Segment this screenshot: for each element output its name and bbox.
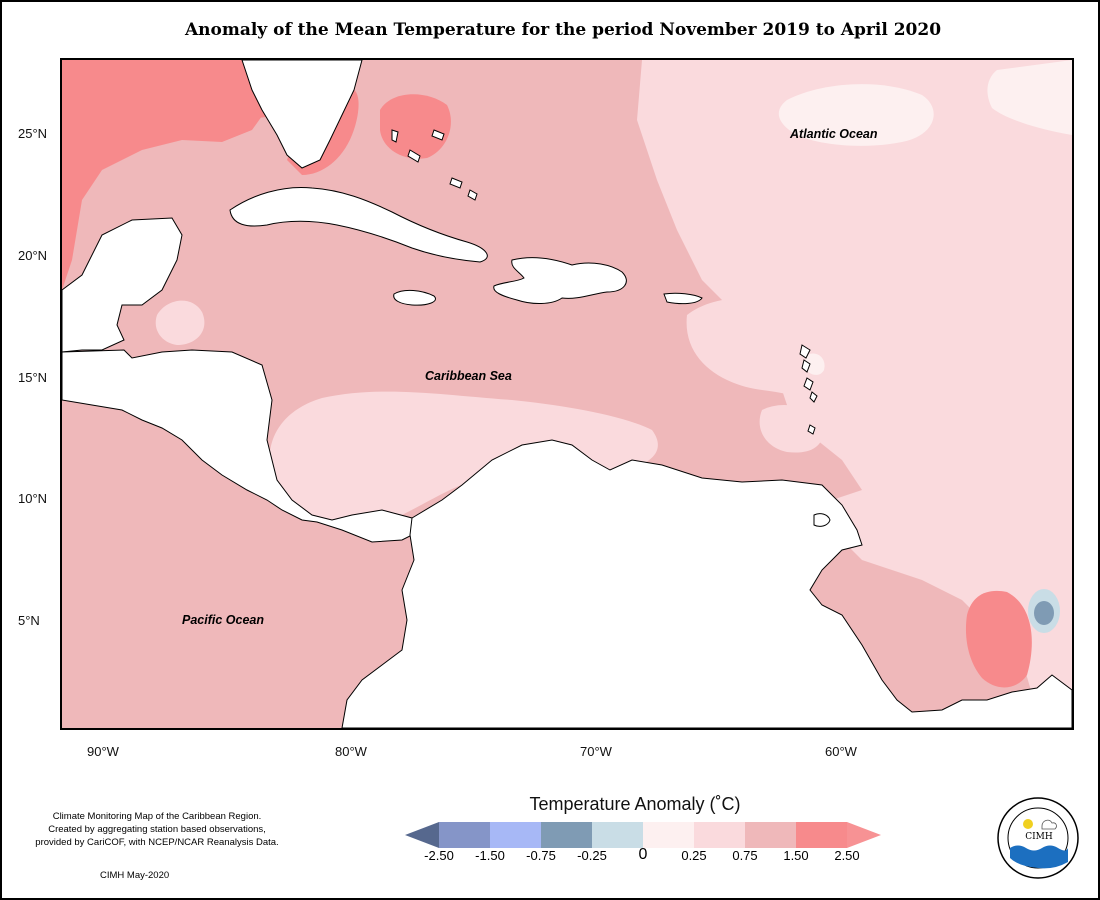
- legend-tick-label: 0: [638, 846, 648, 863]
- land-guadeloupe: [799, 344, 811, 359]
- land-st-lucia: [809, 391, 818, 403]
- land-trinidad: [813, 513, 831, 527]
- cimh-logo: [997, 797, 1079, 879]
- lat-label-10n: 10°N: [18, 491, 48, 506]
- legend-tick-label: 2.50: [834, 848, 860, 863]
- lon-label-70w: 70°W: [580, 744, 612, 759]
- credit-date: CIMH May-2020: [100, 870, 170, 881]
- credit-line-2: Created by aggregating station based obs…: [48, 824, 266, 835]
- lon-label-90w: 90°W: [87, 744, 119, 759]
- legend-bin-2: [490, 822, 541, 848]
- anomaly-region-gulf-mexico: [62, 60, 277, 290]
- land-dominica: [801, 359, 811, 373]
- lat-label-25n: 25°N: [18, 126, 48, 141]
- lon-label-60w: 60°W: [825, 744, 857, 759]
- legend-tick-label: -2.50: [424, 848, 454, 863]
- land-south-america: [341, 439, 1072, 728]
- legend-bin-9: [847, 822, 881, 848]
- land-bahamas-3: [431, 129, 445, 141]
- legend-bin-1: [439, 822, 490, 848]
- land-cuba: [229, 186, 488, 263]
- legend-bin-6: [694, 822, 745, 848]
- map-title: Anomaly of the Mean Temperature for the …: [184, 20, 942, 40]
- legend-tick-label: 0.25: [681, 848, 707, 863]
- anomaly-region-bahamas: [380, 94, 451, 159]
- anomaly-region-atlantic-north: [778, 84, 934, 146]
- legend-colorbar: [405, 822, 881, 848]
- label-pacific-ocean: Pacific Ocean: [182, 613, 264, 627]
- legend-bin-8: [796, 822, 847, 848]
- anomaly-region-guianas: [965, 590, 1032, 688]
- logo-text: CIMH: [1025, 832, 1053, 842]
- cloud-icon: [1041, 819, 1057, 830]
- land-jamaica: [393, 289, 436, 306]
- legend-bin-4: [592, 822, 643, 848]
- anomaly-region-atlantic-northeast: [987, 60, 1072, 135]
- label-caribbean-sea: Caribbean Sea: [425, 369, 512, 383]
- legend-tick-label: -1.50: [475, 848, 505, 863]
- legend-tick-label: -0.75: [526, 848, 556, 863]
- land-martinique: [803, 377, 814, 391]
- waves-icon: [1010, 845, 1068, 869]
- credit-line-1: Climate Monitoring Map of the Caribbean …: [52, 811, 262, 822]
- land-bahamas-2: [407, 149, 421, 163]
- legend-title: Temperature Anomaly (˚C): [529, 794, 741, 814]
- legend-bin-7: [745, 822, 796, 848]
- land-grenada: [807, 424, 816, 435]
- land-bahamas-1: [391, 129, 399, 143]
- legend-tick-label: 0.75: [732, 848, 758, 863]
- lat-label-5n: 5°N: [18, 613, 40, 628]
- label-atlantic-ocean: Atlantic Ocean: [790, 127, 878, 141]
- lon-label-80w: 80°W: [335, 744, 367, 759]
- legend-tick-label: 1.50: [783, 848, 809, 863]
- anomaly-map: [60, 58, 1074, 730]
- legend-bin-5: [643, 822, 694, 848]
- land-bahamas-4: [449, 177, 463, 189]
- anomaly-region-barbados: [804, 353, 825, 375]
- legend-tick-label: -0.25: [577, 848, 607, 863]
- anomaly-region-negative-inner: [1034, 601, 1054, 625]
- sun-icon: [1023, 819, 1033, 829]
- land-puerto-rico: [663, 292, 703, 305]
- land-bahamas-5: [467, 189, 478, 201]
- credit-line-3: provided by CariCOF, with NCEP/NCAR Rean…: [35, 837, 279, 848]
- anomaly-region-honduras-coast: [155, 300, 205, 345]
- land-florida: [241, 60, 363, 169]
- credit-text: Climate Monitoring Map of the Caribbean …: [22, 810, 292, 849]
- land-hispaniola: [493, 257, 627, 304]
- anomaly-region-south-caribbean: [269, 391, 658, 525]
- anomaly-map-svg: [62, 60, 1072, 728]
- legend-bin-3: [541, 822, 592, 848]
- lat-label-15n: 15°N: [18, 370, 48, 385]
- anomaly-region-lesser-antilles: [759, 405, 823, 453]
- legend-bin-0: [405, 822, 439, 848]
- lat-label-20n: 20°N: [18, 248, 48, 263]
- land-yucatan: [62, 217, 183, 353]
